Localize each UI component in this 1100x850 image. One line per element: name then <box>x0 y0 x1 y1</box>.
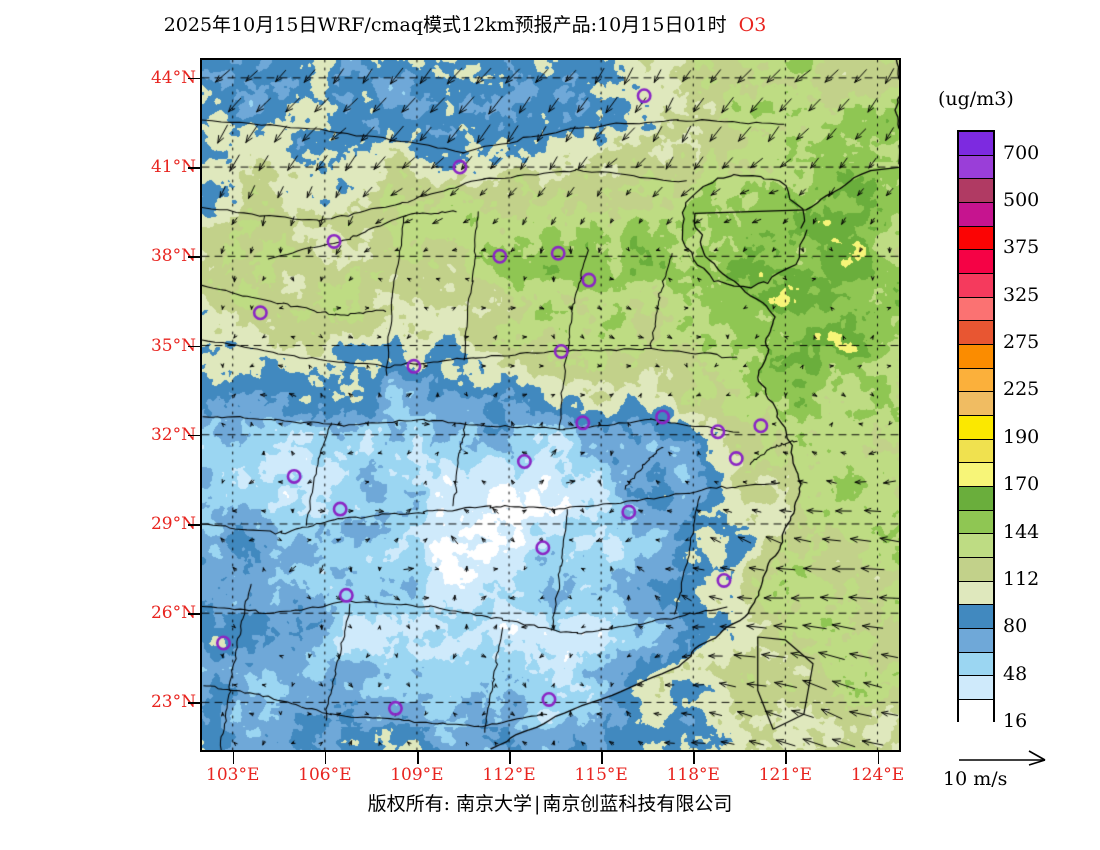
colorbar-tick-label: 325 <box>1003 283 1040 306</box>
lat-tick-label: 44°N <box>150 67 196 88</box>
colorbar[interactable] <box>957 130 995 724</box>
colorbar-swatch <box>959 534 993 559</box>
lat-tick-label: 38°N <box>150 246 196 267</box>
colorbar-tick-label: 48 <box>1003 662 1028 685</box>
colorbar-swatch <box>959 558 993 582</box>
colorbar-swatch <box>959 297 993 322</box>
lat-tick-mark <box>188 523 200 526</box>
lat-tick-mark <box>188 702 200 704</box>
lon-tick-mark <box>509 752 511 764</box>
lat-tick-mark <box>188 77 200 80</box>
lat-tick-label: 26°N <box>150 603 196 624</box>
lat-tick-label: 32°N <box>150 424 196 445</box>
lon-tick-mark <box>416 752 419 764</box>
colorbar-tick-label: 275 <box>1003 331 1040 354</box>
lat-tick-mark <box>188 434 200 437</box>
colorbar-swatch <box>959 179 993 204</box>
lon-tick-label: 109°E <box>390 765 444 785</box>
species-label: O3 <box>738 14 767 36</box>
lon-tick-mark <box>232 752 235 764</box>
wind-scale-arrow <box>955 748 1085 766</box>
footer-separator: | <box>534 793 541 815</box>
company-text: 南京创蓝科技有限公司 <box>542 793 733 815</box>
lat-tick-mark <box>188 613 200 615</box>
colorbar-swatch <box>959 392 993 417</box>
colorbar-swatch <box>959 345 993 369</box>
lat-tick-label: 23°N <box>150 692 196 713</box>
colorbar-swatch <box>959 155 993 180</box>
colorbar-tick-label: 170 <box>1003 473 1040 496</box>
wind-scale-label: 10 m/s <box>943 768 1008 790</box>
lon-tick-mark <box>785 752 787 764</box>
lon-tick-label: 103°E <box>206 765 260 785</box>
colorbar-tick-label: 190 <box>1003 425 1040 448</box>
lat-tick-mark <box>188 256 200 258</box>
colorbar-swatch <box>959 487 993 511</box>
wind-and-boundaries-canvas <box>202 60 899 750</box>
lon-tick-mark <box>601 752 603 764</box>
colorbar-swatch <box>959 581 993 606</box>
lon-tick-mark <box>877 752 880 764</box>
colorbar-swatch <box>959 700 993 724</box>
lat-tick-mark <box>188 167 200 169</box>
colorbar-units-label: (ug/m3) <box>938 88 1014 110</box>
lon-tick-label: 112°E <box>482 765 536 785</box>
colorbar-tick-label: 16 <box>1003 710 1028 732</box>
colorbar-tick-label: 144 <box>1003 520 1040 543</box>
colorbar-tick-label: 225 <box>1003 378 1040 401</box>
lat-tick-label: 35°N <box>150 335 196 356</box>
colorbar-swatch <box>959 439 993 464</box>
colorbar-swatch <box>959 321 993 346</box>
colorbar-swatch <box>959 605 993 630</box>
lon-tick-label: 124°E <box>850 765 905 785</box>
colorbar-swatch <box>959 510 993 535</box>
page-title: 2025年10月15日WRF/cmaq模式12km预报产品:10月15日01时 O… <box>0 10 930 37</box>
colorbar-swatch <box>959 203 993 227</box>
lon-tick-label: 106°E <box>298 765 352 785</box>
colorbar-tick-label: 500 <box>1003 189 1040 212</box>
colorbar-tick-label: 80 <box>1003 615 1028 638</box>
colorbar-swatch <box>959 250 993 275</box>
colorbar-swatch <box>959 629 993 653</box>
colorbar-tick-label: 375 <box>1003 236 1040 259</box>
colorbar-swatch <box>959 368 993 393</box>
title-text: 2025年10月15日WRF/cmaq模式12km预报产品:10月15日01时 <box>163 14 727 36</box>
lon-tick-label: 121°E <box>758 765 813 785</box>
lon-tick-label: 115°E <box>574 765 628 785</box>
footer: 版权所有: 南京大学 | 南京创蓝科技有限公司 <box>0 789 1100 816</box>
colorbar-swatch <box>959 463 993 488</box>
colorbar-swatch <box>959 652 993 677</box>
lat-tick-label: 41°N <box>150 157 196 178</box>
colorbar-swatch <box>959 226 993 251</box>
colorbar-tick-label: 700 <box>1003 141 1040 164</box>
lon-tick-label: 118°E <box>666 765 720 785</box>
colorbar-swatch <box>959 416 993 440</box>
lon-tick-mark <box>693 752 695 764</box>
copyright-text: 版权所有: 南京大学 <box>367 793 533 815</box>
lat-tick-mark <box>188 345 200 348</box>
colorbar-tick-label: 112 <box>1003 567 1040 590</box>
colorbar-swatch <box>959 676 993 701</box>
colorbar-swatch <box>959 274 993 298</box>
colorbar-swatch <box>959 132 993 156</box>
lat-tick-label: 29°N <box>150 513 196 534</box>
map-plot-area[interactable] <box>200 58 901 752</box>
lon-tick-mark <box>324 752 327 764</box>
